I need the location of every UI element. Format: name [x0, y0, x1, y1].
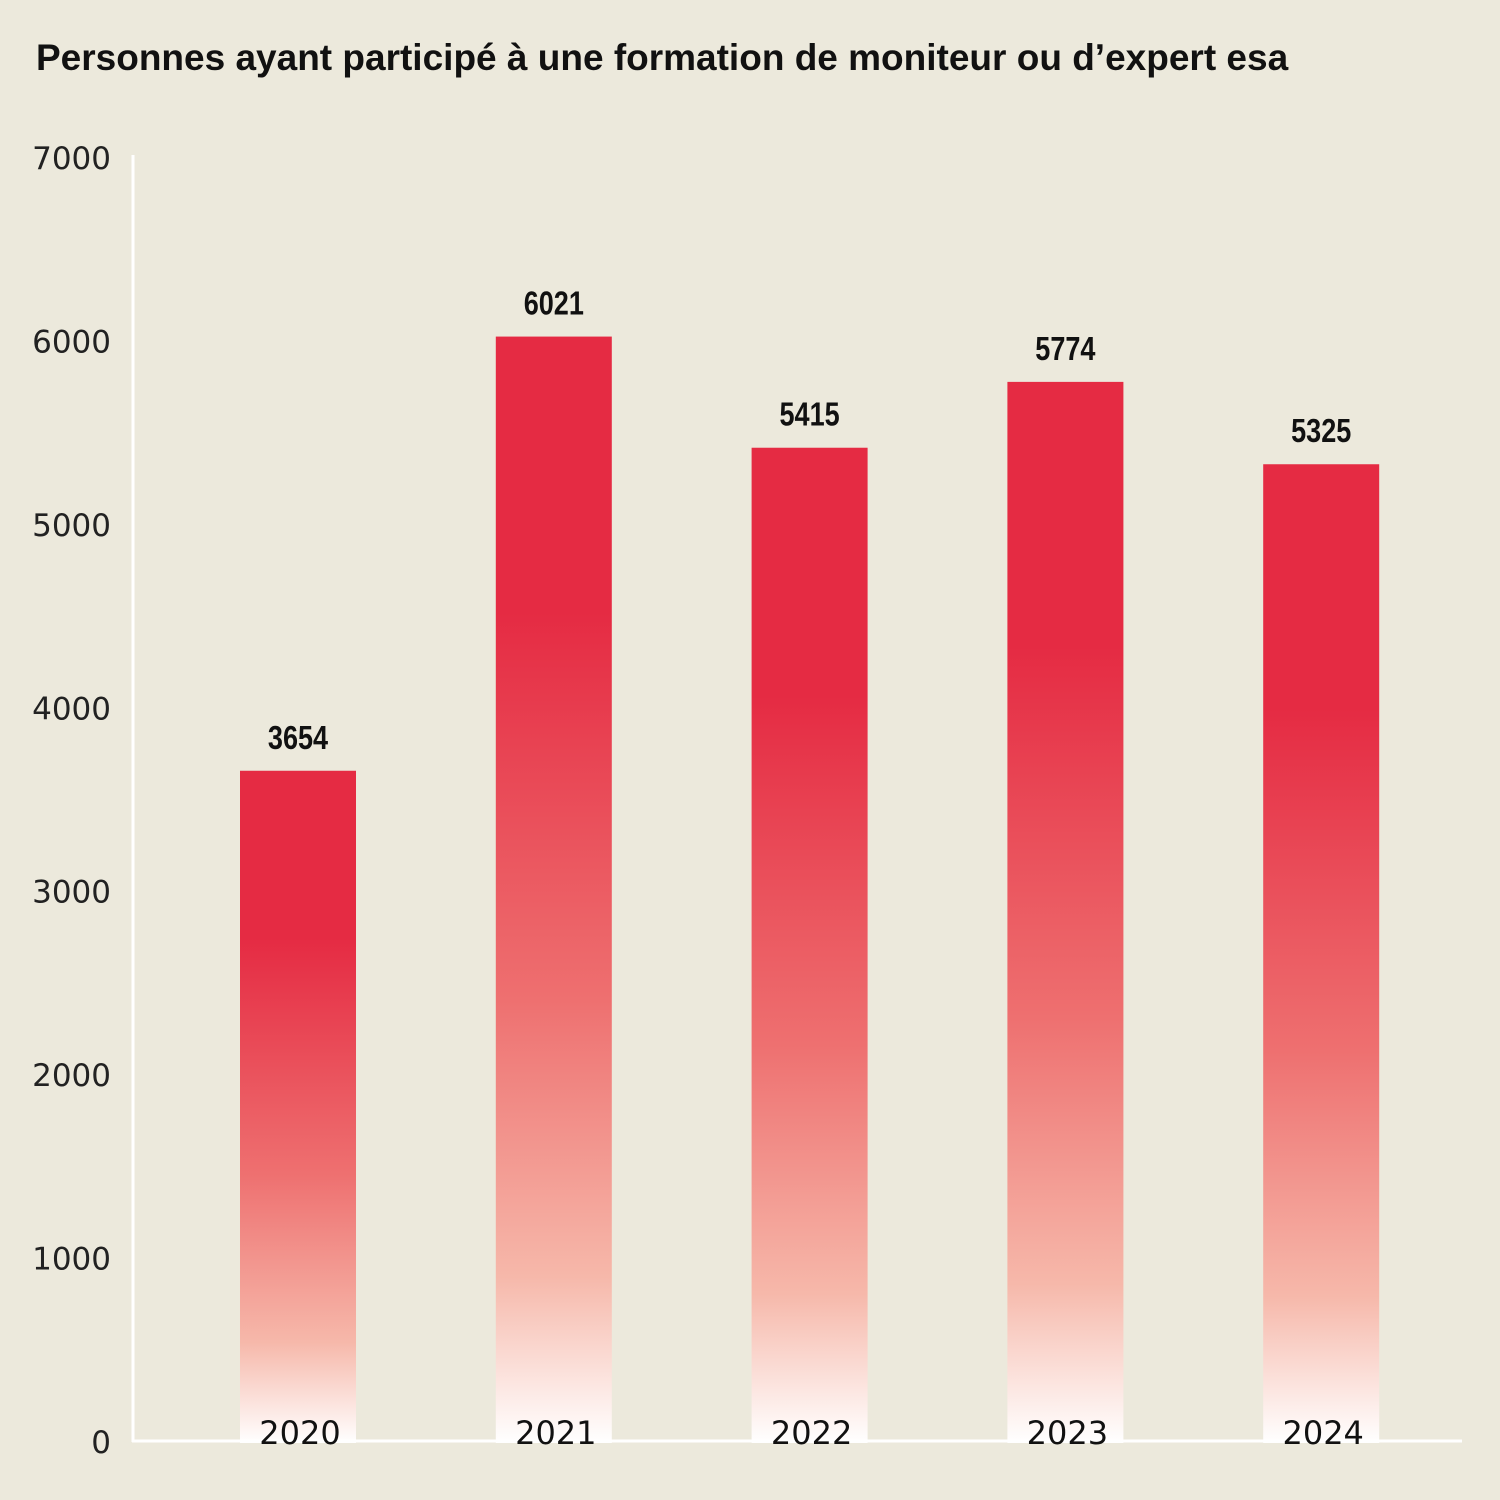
y-tick-label: 1000 [32, 1242, 111, 1278]
data-label: 3654 [268, 720, 328, 756]
data-label: 5325 [1291, 414, 1351, 450]
bar-2020 [240, 770, 356, 1443]
data-label: 6021 [524, 286, 584, 322]
y-tick-label: 6000 [32, 324, 111, 360]
y-tick-label: 2000 [32, 1058, 111, 1094]
x-tick-label: 2024 [1282, 1414, 1363, 1452]
bar-2021 [495, 336, 612, 1444]
y-tick-label: 5000 [32, 508, 111, 544]
bar-2024 [1263, 464, 1380, 1443]
x-tick-label: 2022 [771, 1414, 852, 1452]
y-tick-label: 3000 [32, 875, 111, 911]
x-tick-label: 2021 [515, 1414, 596, 1452]
data-label: 5774 [1035, 331, 1095, 367]
x-tick-label: 2023 [1027, 1414, 1108, 1452]
data-label: 5415 [780, 397, 840, 433]
y-tick-label: 7000 [32, 141, 111, 177]
bar-2023 [1007, 381, 1124, 1443]
y-tick-label: 0 [91, 1425, 111, 1461]
bar-2022 [751, 447, 868, 1444]
x-tick-label: 2020 [259, 1414, 340, 1452]
chart-title: Personnes ayant participé à une formatio… [36, 37, 1289, 78]
y-tick-label: 4000 [32, 691, 111, 727]
